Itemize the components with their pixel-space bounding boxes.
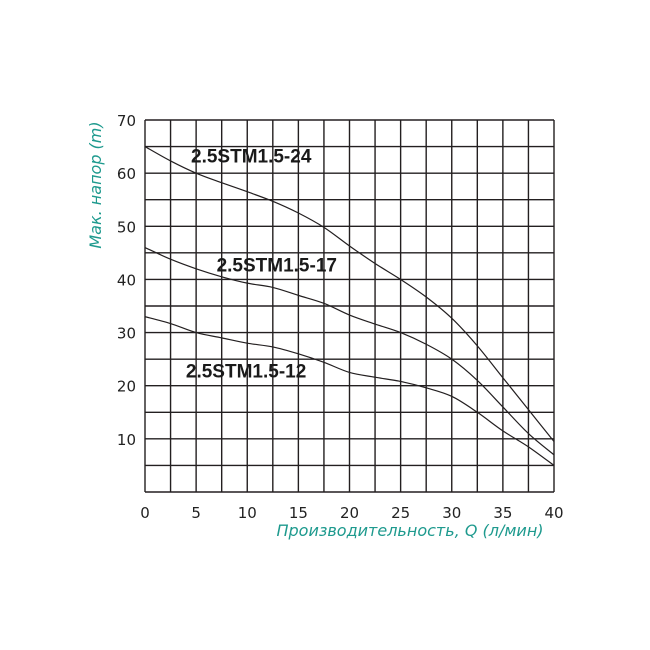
x-tick-label: 15	[289, 504, 308, 522]
y-axis-ticks: 10 20 30 40 50 60 70	[117, 112, 136, 449]
curve-2-5stm1-5-17	[144, 246, 555, 456]
x-tick-label: 25	[391, 504, 410, 522]
series-label: 2.5STM1.5-17	[217, 255, 337, 276]
grid	[144, 119, 555, 493]
y-tick-label: 60	[117, 165, 136, 183]
x-tick-label: 35	[493, 504, 512, 522]
y-tick-label: 20	[117, 378, 136, 396]
series-label: 2.5STM1.5-24	[191, 147, 312, 168]
y-tick-label: 40	[117, 271, 136, 289]
performance-curves	[144, 146, 555, 466]
y-tick-label: 10	[117, 431, 136, 449]
x-tick-label: 30	[442, 504, 461, 522]
x-tick-label: 0	[140, 504, 150, 522]
curve-2-5stm1-5-12	[144, 316, 555, 466]
x-tick-label: 5	[191, 504, 201, 522]
x-tick-label: 40	[544, 504, 563, 522]
y-axis-title: Мак. напор (m)	[86, 121, 105, 248]
x-axis-ticks: 0 5 10 15 20 25 30 35 40	[140, 504, 563, 522]
x-axis-title: Производительность, Q (л/мин)	[276, 521, 543, 540]
series-labels: 2.5STM1.5-24 2.5STM1.5-17 2.5STM1.5-12	[186, 147, 337, 383]
y-tick-label: 50	[117, 218, 136, 236]
y-tick-label: 30	[117, 325, 136, 343]
x-tick-label: 10	[238, 504, 257, 522]
y-tick-label: 70	[117, 112, 136, 130]
curve-2-5stm1-5-24	[144, 146, 555, 442]
series-label: 2.5STM1.5-12	[186, 362, 306, 383]
x-tick-label: 20	[340, 504, 359, 522]
